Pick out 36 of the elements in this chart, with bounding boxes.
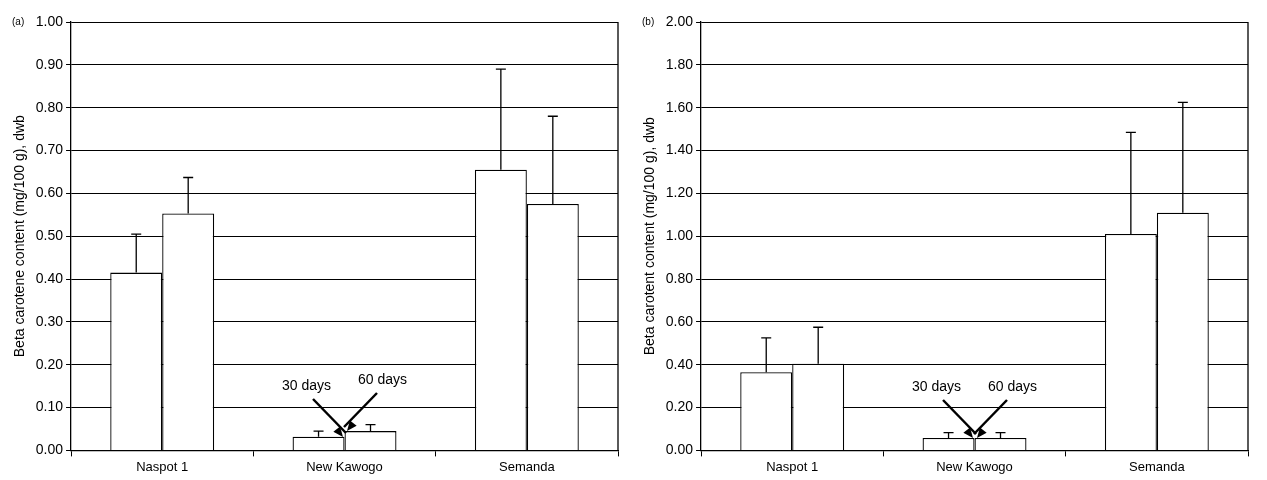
x-tick-label: Naspot 1: [136, 458, 189, 474]
y-tick-label: 0.40: [665, 355, 694, 372]
y-axis-title: Beta carotent content (mg/100 g), dwb: [641, 116, 658, 356]
y-tick-label: 0.20: [35, 355, 64, 372]
annotation: 30 days: [911, 377, 963, 394]
y-tick-label: 0.30: [35, 312, 64, 329]
y-tick-label: 0.50: [35, 227, 64, 244]
x-tick-label: New Kawogo: [306, 458, 383, 474]
y-tick-label: 0.20: [665, 398, 694, 415]
y-tick-label: 1.20: [665, 184, 694, 201]
x-tick-label: Naspot 1: [766, 458, 819, 474]
y-tick-label: 1.80: [665, 55, 694, 72]
text: (a): [12, 16, 25, 28]
y-tick-label: 0.40: [35, 269, 64, 286]
y-tick-label: 0.90: [35, 55, 64, 72]
y-tick-label: 0.10: [35, 398, 64, 415]
y-tick-label: 1.00: [665, 227, 694, 244]
y-tick-label: 1.60: [665, 98, 694, 115]
x-tick-label: New Kawogo: [936, 458, 1013, 474]
y-tick-label: 0.00: [35, 441, 64, 458]
y-tick-label: 1.00: [35, 12, 64, 29]
text: (b): [642, 16, 655, 28]
y-tick-label: 2.00: [665, 12, 694, 29]
annotation: 60 days: [357, 371, 409, 388]
y-tick-label: 0.70: [35, 141, 64, 158]
y-axis-title: Beta carotene content (mg/100 g), dwb: [11, 114, 28, 358]
x-tick-label: Semanda: [499, 458, 556, 474]
annotation: 60 days: [987, 377, 1039, 394]
y-tick-label: 0.80: [35, 98, 64, 115]
y-tick-label: 0.60: [665, 312, 694, 329]
y-tick-label: 0.60: [35, 184, 64, 201]
annotation: 30 days: [281, 376, 333, 393]
y-tick-label: 0.00: [665, 441, 694, 458]
y-tick-label: 0.80: [665, 269, 694, 286]
x-tick-label: Semanda: [1129, 458, 1186, 474]
y-tick-label: 1.40: [665, 141, 694, 158]
